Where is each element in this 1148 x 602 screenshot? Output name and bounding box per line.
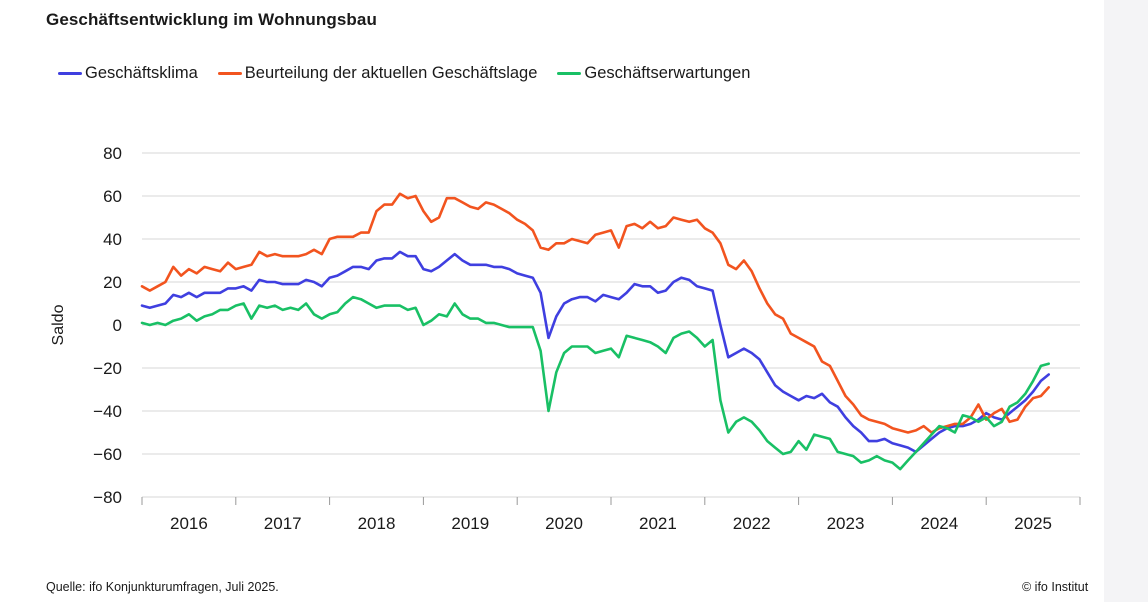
legend-label-geschaeftsklima: Geschäftsklima — [85, 64, 198, 82]
y-tick-label: −60 — [93, 445, 122, 464]
legend-item-geschaeftslage: Beurteilung der aktuellen Geschäftslage — [217, 64, 538, 83]
y-tick-label: −20 — [93, 359, 122, 378]
chart-title: Geschäftsentwicklung im Wohnungsbau — [46, 10, 377, 29]
series-line-0 — [140, 250, 1050, 454]
y-tick-label: −80 — [93, 488, 122, 507]
right-edge-strip — [1104, 0, 1148, 602]
x-tick-label: 2023 — [827, 514, 865, 533]
copyright-note: © ifo Institut — [1022, 580, 1089, 594]
legend-swatch-geschaeftsklima — [58, 72, 82, 75]
legend-swatch-geschaeftslage — [217, 72, 242, 75]
y-tick-label: 60 — [103, 187, 122, 206]
legend-item-geschaeftserwartungen: Geschäftserwartungen — [557, 64, 750, 83]
legend-item-geschaeftsklima: Geschäftsklima — [58, 64, 198, 83]
y-tick-label: 80 — [103, 144, 122, 163]
y-tick-label: −40 — [93, 402, 122, 421]
x-tick-label: 2017 — [264, 514, 302, 533]
y-tick-label: 40 — [103, 230, 122, 249]
legend: Geschäftsklima Beurteilung der aktuellen… — [58, 64, 750, 83]
y-tick-label: 0 — [113, 316, 122, 335]
y-axis-label: Saldo — [50, 304, 67, 345]
legend-swatch-geschaeftserwartungen — [557, 72, 582, 75]
x-tick-label: 2019 — [451, 514, 489, 533]
legend-label-geschaeftslage: Beurteilung der aktuellen Geschäftslage — [244, 64, 538, 82]
x-tick-label: 2020 — [545, 514, 583, 533]
line-chart: 80 60 40 20 0 −20 −40 −60 −80 Saldo 2016 2017 2018 20… — [50, 144, 1081, 533]
chart-panel — [0, 0, 1104, 602]
x-tick-label: 2022 — [733, 514, 771, 533]
x-tick-label: 2025 — [1014, 514, 1052, 533]
source-note: Quelle: ifo Konjunkturumfragen, Juli 202… — [46, 580, 279, 594]
series-line-2 — [140, 295, 1050, 471]
y-tick-label: 20 — [103, 273, 122, 292]
x-tick-label: 2021 — [639, 514, 677, 533]
legend-label-geschaeftserwartungen: Geschäftserwartungen — [584, 64, 751, 82]
x-tick-label: 2018 — [358, 514, 396, 533]
x-tick-label: 2024 — [920, 514, 958, 533]
series-line-1 — [140, 192, 1050, 434]
x-tick-label: 2016 — [170, 514, 208, 533]
